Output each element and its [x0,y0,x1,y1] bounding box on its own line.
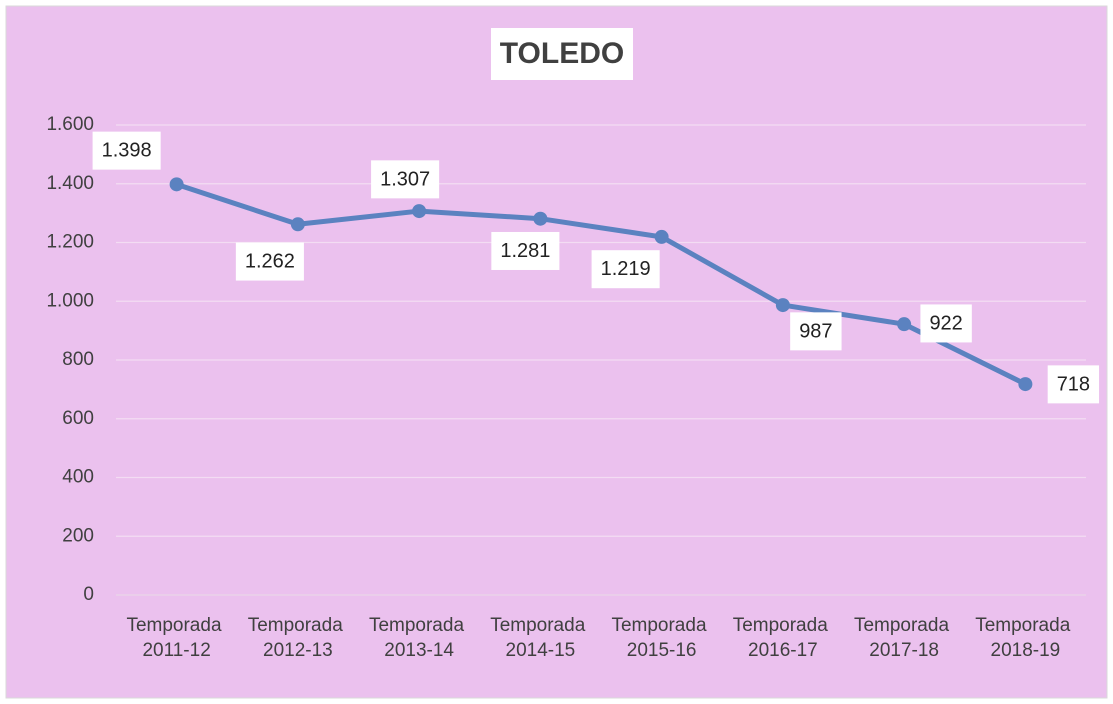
x-tick-label: Temporada 2012-13 [248,615,348,661]
data-label: 1.262 [245,251,295,273]
data-label-box [1047,365,1100,404]
data-point [1018,377,1033,392]
data-label-box [371,160,440,199]
y-tick-label: 0 [83,584,94,605]
data-label: 1.281 [500,240,550,262]
data-label: 718 [1057,373,1090,395]
data-label-box [790,312,842,351]
data-label: 1.398 [102,140,152,162]
y-tick-label: 1.600 [46,114,94,135]
x-tick-label: Temporada 2015-16 [611,615,711,661]
chart-background [5,5,1108,699]
x-tick-label: Temporada 2014-15 [490,615,590,661]
y-tick-label: 400 [62,467,94,488]
data-label: 1.307 [380,168,430,190]
data-point [169,177,184,192]
data-point [654,229,669,244]
x-tick-label: Temporada 2018-19 [975,615,1075,661]
data-label: 1.219 [601,258,651,280]
y-tick-label: 600 [62,408,94,429]
data-label-box [491,231,560,270]
y-tick-label: 1.000 [46,290,94,311]
series-line [175,181,1027,387]
x-tick-label: Temporada 2011-12 [126,615,226,661]
data-point [775,298,790,313]
data-point [412,204,427,219]
plot: 1.398 1.262 1.307 1.281 1.219 987 922 718 [92,131,1100,404]
data-label-box [235,242,304,281]
data-point [290,217,305,232]
data-label-box [92,131,161,170]
title-box [491,28,633,80]
grid [116,124,1086,596]
data-label-box [591,250,660,289]
chart-title: TOLEDO [500,37,624,70]
data-label: 922 [929,312,962,334]
data-label: 987 [799,320,832,342]
data-point [897,317,912,332]
x-tick-label: Temporada 2013-14 [369,615,469,661]
y-tick-label: 1.200 [46,232,94,253]
y-tick-label: 800 [62,349,94,370]
data-label-box [920,304,972,343]
y-tick-label: 1.400 [46,173,94,194]
x-tick-label: Temporada 2016-17 [733,615,833,661]
data-point [533,211,548,226]
x-tick-label: Temporada 2017-18 [854,615,954,661]
y-tick-label: 200 [62,525,94,546]
